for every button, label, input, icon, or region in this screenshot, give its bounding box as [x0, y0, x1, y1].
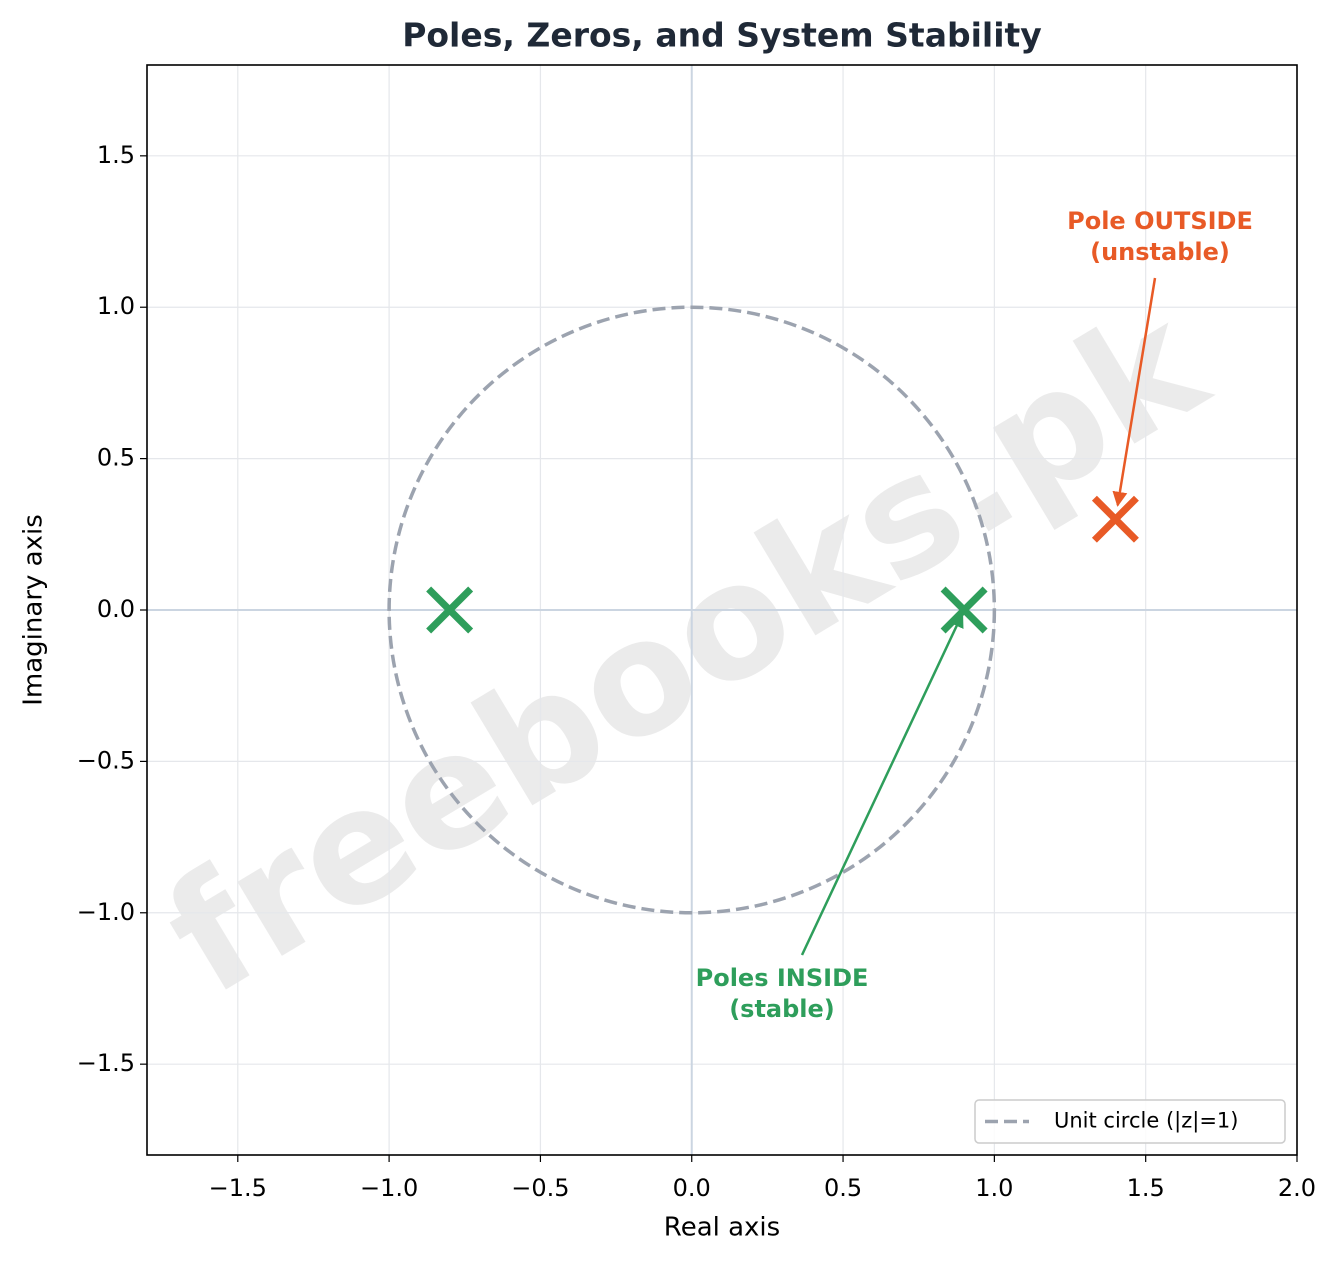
x-tick-label: 0.5 [824, 1174, 862, 1202]
annotation-arrow [1112, 277, 1157, 507]
y-tick-label: −1.5 [77, 1049, 135, 1077]
x-tick-label: −1.5 [209, 1174, 267, 1202]
legend-box [974, 1099, 1286, 1144]
y-tick-label: 1.5 [97, 141, 135, 169]
unit-circle [387, 305, 997, 915]
chart-title: Poles, Zeros, and System Stability [402, 16, 1042, 55]
annotation-text: Poles INSIDE [696, 964, 869, 992]
x-tick-label: 2.0 [1278, 1174, 1316, 1202]
annotation-arrow [800, 612, 964, 956]
y-tick-label: −1.0 [77, 898, 135, 926]
legend-label: Unit circle (|z|=1) [1054, 1109, 1238, 1134]
y-tick-label: 0.5 [97, 444, 135, 472]
x-tick-label: −0.5 [511, 1174, 569, 1202]
x-axis-label: Real axis [664, 1213, 780, 1243]
x-tick-label: 0.0 [673, 1174, 711, 1202]
y-tick-label: 1.0 [97, 292, 135, 320]
pole-marker [426, 586, 474, 634]
plot-frame [146, 64, 1298, 1156]
y-tick-label: 0.0 [97, 595, 135, 623]
y-axis-label: Imaginary axis [19, 514, 49, 706]
annotation-text: (unstable) [1090, 238, 1230, 266]
x-tick-label: −1.0 [360, 1174, 418, 1202]
y-tick-label: −0.5 [77, 746, 135, 774]
annotation-text: (stable) [729, 995, 835, 1023]
x-tick-label: 1.5 [1127, 1174, 1165, 1202]
pole-marker [1091, 495, 1139, 543]
annotation-text: Pole OUTSIDE [1067, 207, 1253, 235]
x-tick-label: 1.0 [975, 1174, 1013, 1202]
watermark: freebooks.pk [136, 269, 1236, 1031]
